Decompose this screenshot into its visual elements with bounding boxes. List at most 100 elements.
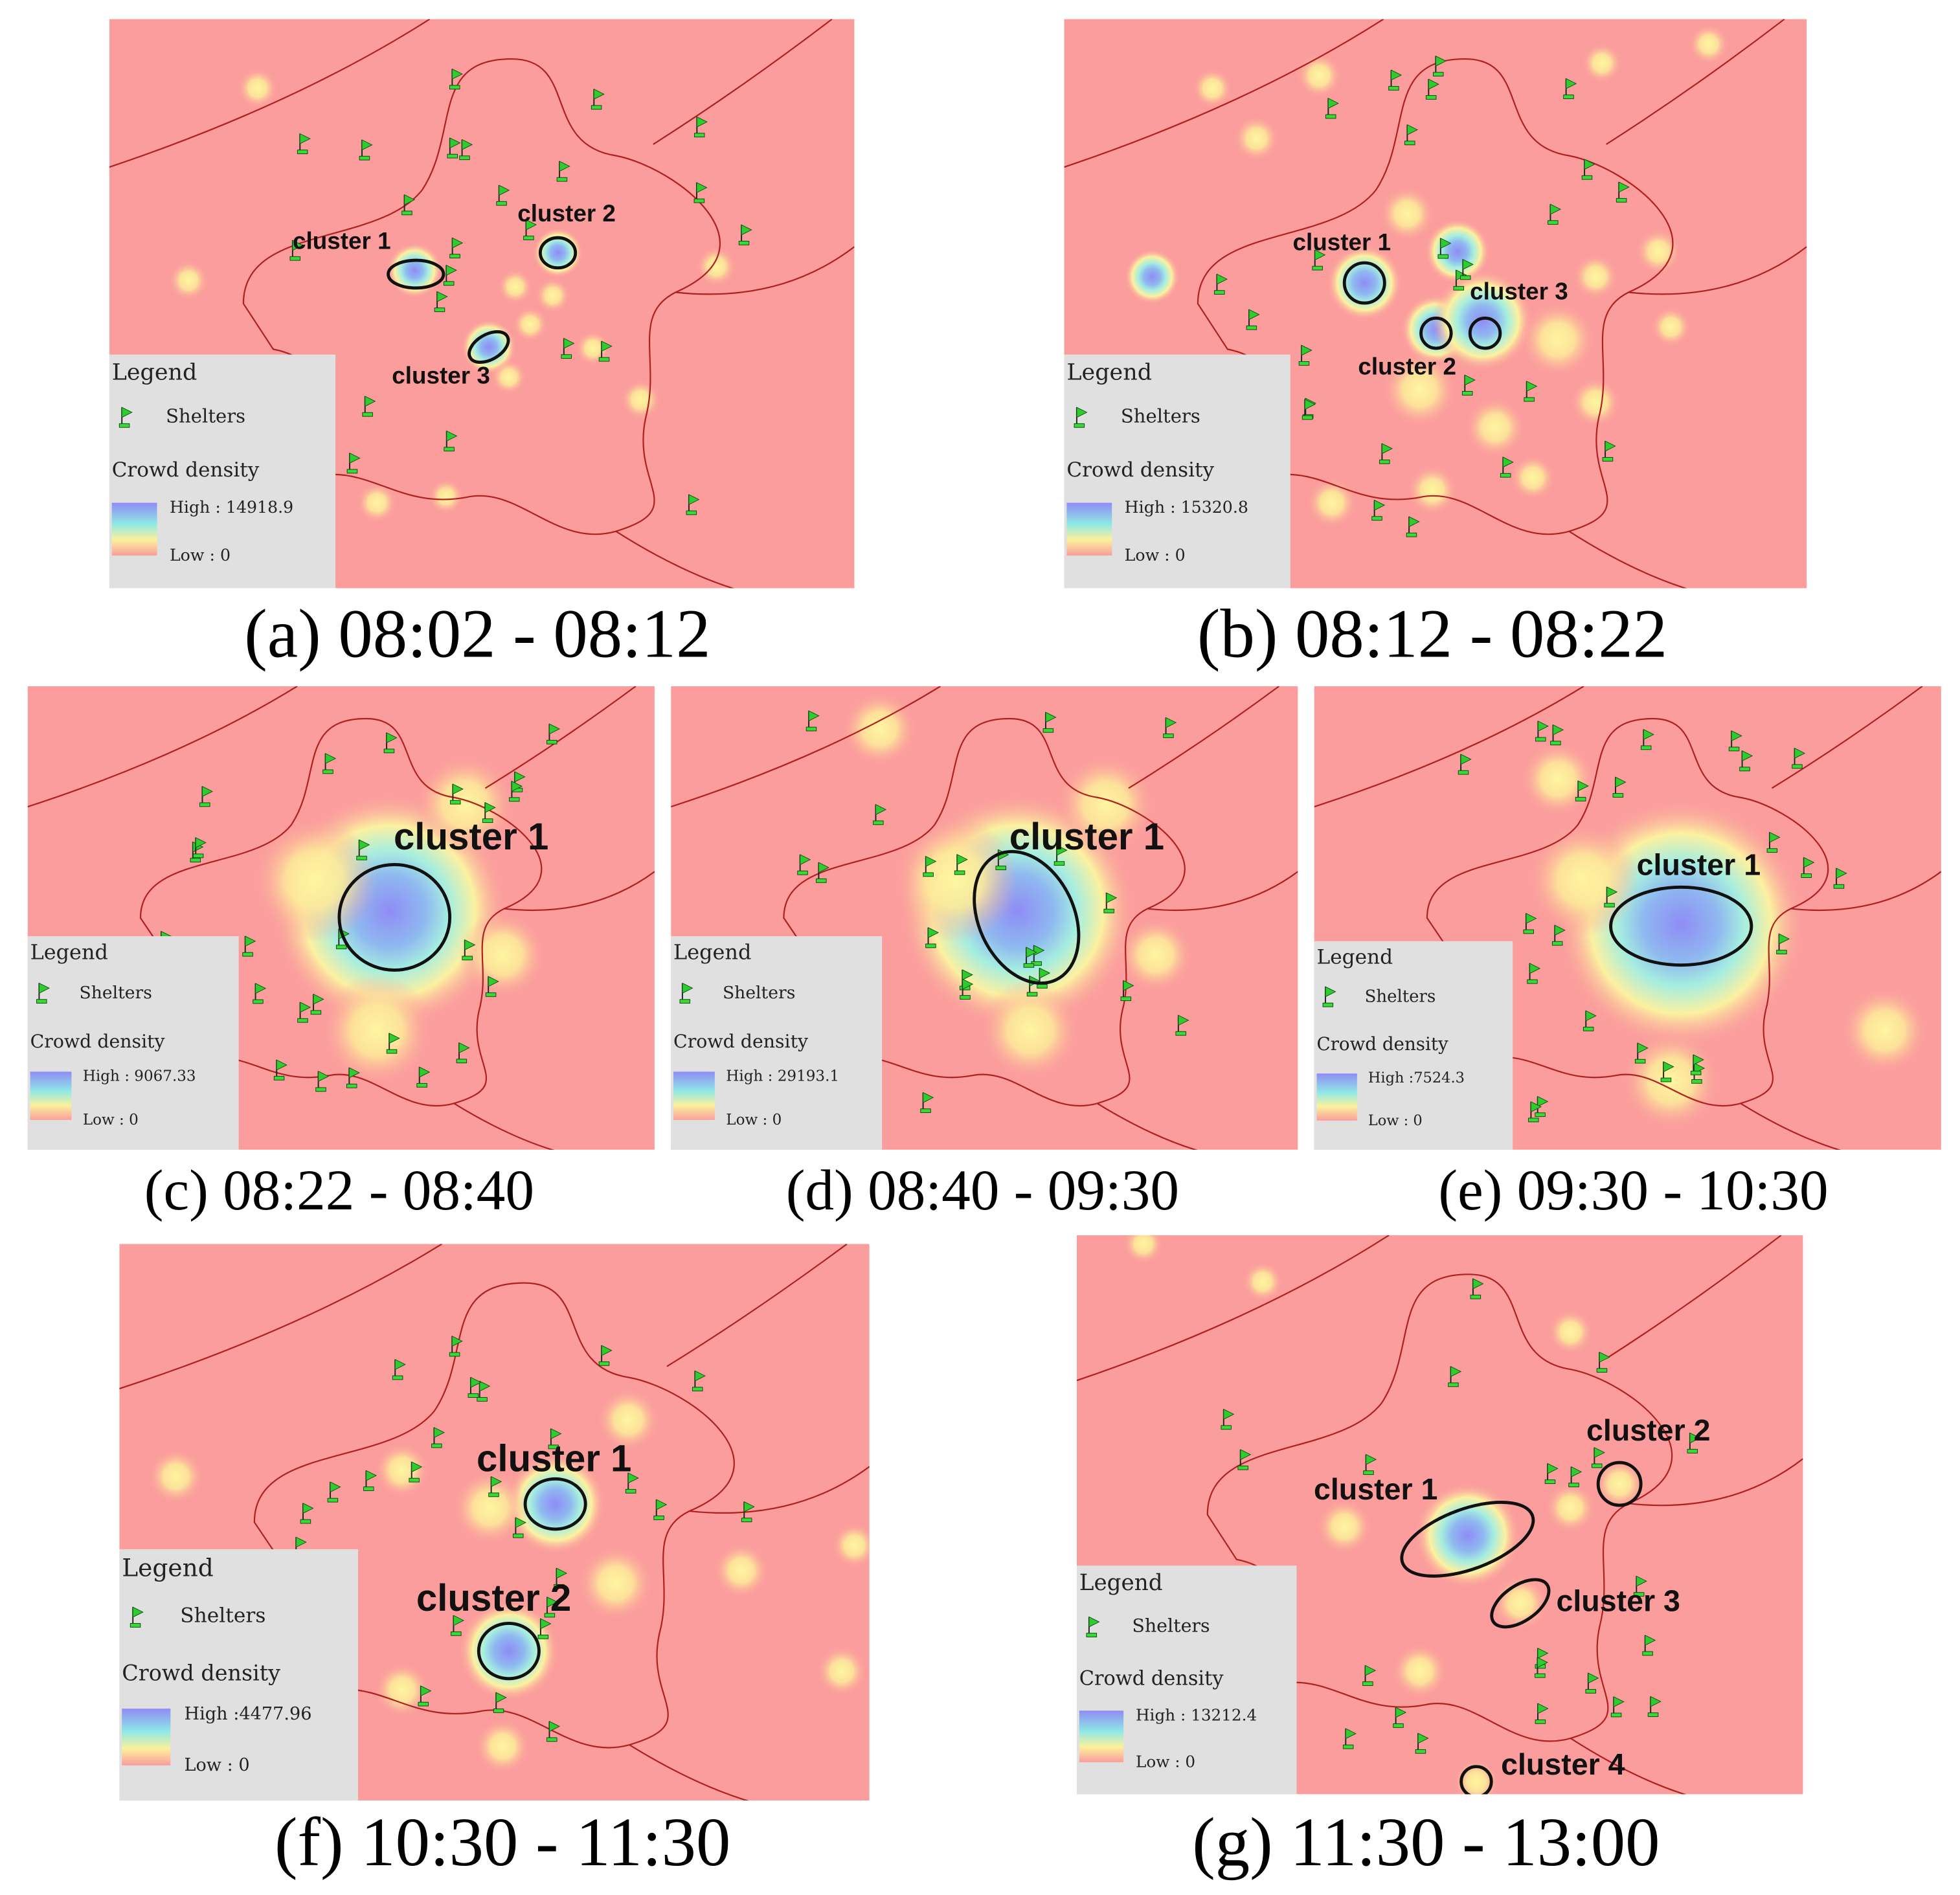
- map-panel: cluster 1 Legend Shelters Crowd density High…: [1314, 686, 1941, 1222]
- flag-base: [199, 802, 210, 807]
- map-area: cluster 1 Legend Shelters Crowd density High…: [27, 686, 655, 1150]
- flag-cloth: [1106, 892, 1118, 904]
- cluster-ring: [1596, 1461, 1643, 1507]
- flag-cloth: [1381, 443, 1393, 454]
- flag-base: [1086, 1633, 1098, 1637]
- shelter-flag: [1551, 925, 1566, 946]
- shelter-flag: [462, 939, 476, 961]
- flag-base: [1388, 85, 1399, 91]
- flag-cloth: [1553, 724, 1564, 735]
- flag-base: [488, 1492, 499, 1497]
- panel-caption: (d) 08:40 - 09:30: [786, 1158, 1179, 1222]
- flag-base: [1425, 95, 1437, 100]
- flag-cloth: [928, 927, 940, 939]
- legend: Legend Shelters Crowd density High : 15320.…: [1064, 354, 1290, 589]
- shelter-flag: [1470, 1278, 1484, 1299]
- legend-high: High :4477.96: [184, 1704, 311, 1724]
- flag-cloth: [488, 976, 499, 987]
- flag-base: [738, 240, 750, 245]
- density-blob: [1296, 52, 1342, 98]
- flag-base: [1524, 397, 1535, 402]
- legend-density: Crowd density: [1079, 1667, 1224, 1690]
- flag-cloth: [559, 161, 570, 172]
- flag-base: [1103, 908, 1114, 914]
- flag-base: [1583, 1026, 1594, 1031]
- district-boundary: [1077, 1235, 1803, 1806]
- flag-cloth: [1742, 750, 1753, 762]
- flag-base: [1776, 950, 1787, 954]
- flag-cloth: [464, 939, 476, 951]
- legend-ramp: [1316, 1073, 1357, 1121]
- flag-base: [1642, 1651, 1653, 1656]
- flag-cloth: [292, 240, 304, 251]
- shelter-flag: [289, 240, 304, 261]
- flag-base: [1535, 1112, 1546, 1117]
- flag-cloth: [1549, 203, 1562, 215]
- cluster-label: cluster 2: [517, 200, 616, 227]
- density-blob: [475, 1718, 530, 1775]
- flag-cloth: [359, 839, 370, 851]
- shelter-flag: [1610, 1696, 1625, 1718]
- flag-base: [300, 1519, 311, 1524]
- density-blob: [458, 1600, 559, 1701]
- shelter-flag: [1792, 747, 1806, 769]
- legend-shelters: Shelters: [166, 405, 245, 427]
- flag-base: [556, 177, 568, 182]
- flag-cloth: [1076, 407, 1088, 418]
- shelter-flag: [544, 1596, 558, 1618]
- shelter-flag: [449, 68, 463, 90]
- flag-base: [192, 853, 204, 858]
- shelter-flag: [356, 839, 370, 860]
- flag-base: [925, 943, 936, 948]
- flag-base: [346, 1083, 357, 1088]
- shelter-flag: [1612, 776, 1627, 798]
- density-blob: [1425, 219, 1491, 284]
- flag-cloth: [451, 68, 463, 80]
- flag-base: [1660, 1077, 1672, 1082]
- shelter-flag: [496, 185, 510, 206]
- flag-base: [1833, 884, 1845, 889]
- flag-cloth: [470, 1376, 482, 1388]
- flag-base: [1448, 1382, 1459, 1387]
- shelter-flag: [1342, 1728, 1357, 1749]
- flag-cloth: [499, 185, 510, 196]
- cluster-ring: [1459, 1765, 1493, 1795]
- flag-cloth: [1345, 1728, 1357, 1740]
- flag-base: [356, 855, 367, 860]
- flag-base: [36, 999, 47, 1004]
- shelter-flag: [1833, 868, 1847, 889]
- shelter-flag: [686, 494, 700, 515]
- flag-cloth: [1123, 980, 1134, 991]
- shelter-flag: [434, 291, 448, 312]
- flag-cloth: [458, 1042, 470, 1054]
- shelter-flag: [1404, 124, 1418, 146]
- flag-base: [1312, 265, 1323, 271]
- density-blob: [428, 478, 464, 515]
- density-blob: [714, 1543, 769, 1598]
- flag-cloth: [1537, 1703, 1549, 1714]
- cluster-label: cluster 3: [1470, 278, 1568, 304]
- flag-cloth: [1472, 1278, 1484, 1290]
- flag-cloth: [1537, 1647, 1549, 1659]
- flag-cloth: [627, 1472, 639, 1484]
- flag-base: [995, 866, 1006, 870]
- density-blob: [1118, 917, 1194, 993]
- legend-density: Crowd density: [30, 1031, 165, 1052]
- flag-base: [289, 256, 300, 261]
- shelter-flag: [36, 982, 51, 1004]
- flag-base: [797, 870, 808, 875]
- flag-base: [1575, 796, 1586, 802]
- flag-cloth: [419, 1066, 431, 1078]
- flag-cloth: [121, 407, 133, 418]
- legend-shelters: Shelters: [1365, 987, 1436, 1006]
- flag-base: [1544, 1479, 1556, 1485]
- density-blob: [1570, 377, 1621, 428]
- cluster-ring: [538, 236, 578, 270]
- shelter-flag: [509, 780, 523, 802]
- flag-base: [1237, 1465, 1248, 1470]
- shelter-flag: [693, 116, 708, 138]
- density-blob: [980, 980, 1081, 1081]
- shelter-flag: [383, 732, 398, 754]
- shelter-flag: [315, 1070, 330, 1092]
- shelter-flag: [1415, 1732, 1429, 1754]
